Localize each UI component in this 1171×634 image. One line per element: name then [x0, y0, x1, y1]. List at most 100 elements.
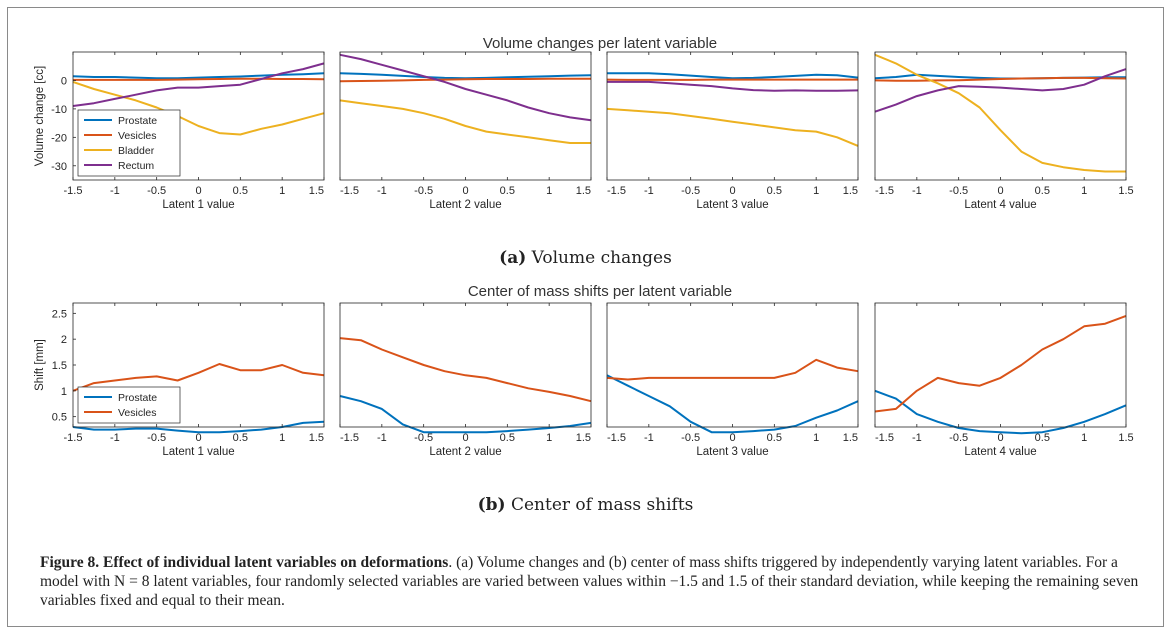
- legend-label-prostate: Prostate: [118, 392, 157, 404]
- shift-panel-3: -1.5 -1 -0.5 0 0.5 1 1.5 Latent 3 value: [606, 302, 859, 458]
- x-tick-label: -1: [110, 185, 120, 197]
- x-tick-label: -1: [644, 432, 654, 444]
- x-tick-label: -1: [912, 432, 922, 444]
- x-axis-label: Latent 2 value: [429, 199, 501, 211]
- x-tick-label: -0.5: [414, 185, 433, 197]
- y-tick-label: -30: [51, 161, 67, 173]
- y-tick-label: 2: [61, 334, 67, 346]
- shift-series-line-vesicles: [72, 363, 325, 392]
- x-tick-label: 0.5: [233, 432, 248, 444]
- x-tick-label: 1.5: [576, 432, 591, 444]
- volume-series-line-bladder: [874, 53, 1126, 173]
- x-tick-label: 1: [813, 185, 819, 197]
- x-tick-label: 0: [997, 185, 1003, 197]
- x-tick-label: -1: [912, 185, 922, 197]
- x-tick-label: 1.5: [309, 185, 324, 197]
- x-tick-label: 1.5: [843, 432, 858, 444]
- volume-panel-bg: [607, 52, 858, 180]
- x-tick-label: -1: [644, 185, 654, 197]
- x-axis-label: Latent 2 value: [429, 446, 501, 458]
- x-axis-label: Latent 4 value: [964, 199, 1036, 211]
- volume-panel-4: -1.5 -1 -0.5 0 0.5 1 1.5 Latent 4 value: [874, 51, 1134, 211]
- volume-panel-bg: [340, 52, 591, 180]
- shift-series-line-prostate: [606, 374, 859, 434]
- figure-caption: Figure 8. Effect of individual latent va…: [40, 553, 1140, 610]
- x-tick-label: -0.5: [681, 432, 700, 444]
- volume-panel-2: -1.5 -1 -0.5 0 0.5 1 1.5 Latent 2 value: [339, 51, 592, 211]
- volume-legend: Prostate Vesicles Bladder Rectum: [77, 109, 181, 177]
- x-tick-label: 1: [1081, 432, 1087, 444]
- legend-box: [77, 386, 181, 424]
- volume-series-line-vesicles: [73, 77, 325, 81]
- shift-chart-title: Center of mass shifts per latent variabl…: [468, 283, 732, 300]
- volume-series-line-bladder: [72, 80, 325, 136]
- x-axis-label: Latent 4 value: [964, 446, 1036, 458]
- caption-body: . (a) Volume changes and (b) center of m…: [40, 554, 1139, 609]
- x-tick-label: 1: [279, 432, 285, 444]
- shift-panel-1: -1.5 -1 -0.5 0 0.5 1 1.5 Latent 1 value 0.5 1 1.5 2…: [34, 302, 325, 458]
- x-tick-label: -0.5: [147, 185, 166, 197]
- x-tick-label: 0: [729, 432, 735, 444]
- y-tick-label: 0.5: [52, 412, 67, 424]
- x-tick-label: -1.5: [340, 432, 359, 444]
- x-tick-label: 1: [546, 185, 552, 197]
- legend-label-rectum: Rectum: [118, 160, 154, 172]
- volume-series-line-vesicles: [874, 76, 1127, 82]
- legend-label-prostate: Prostate: [118, 115, 157, 127]
- volume-series-line-prostate: [339, 72, 592, 80]
- x-tick-label: 1: [1081, 185, 1087, 197]
- x-tick-label: 0.5: [767, 185, 782, 197]
- x-tick-label: -1.5: [64, 185, 83, 197]
- y-tick-label: 0: [61, 75, 67, 87]
- shift-panel-2: -1.5 -1 -0.5 0 0.5 1 1.5 Latent 2 value: [339, 302, 592, 458]
- volume-series-line-rectum: [607, 80, 859, 92]
- x-tick-label: 0: [195, 185, 201, 197]
- legend-label-bladder: Bladder: [118, 145, 155, 157]
- x-tick-label: -1.5: [340, 185, 359, 197]
- x-tick-label: -1.5: [875, 185, 894, 197]
- y-tick-label: 1: [61, 386, 67, 398]
- y-tick-label: -10: [51, 104, 67, 116]
- x-tick-label: -1.5: [64, 432, 83, 444]
- shift-panel-bg: [340, 303, 591, 427]
- y-tick-label: 1.5: [52, 360, 67, 372]
- volume-series-line-bladder: [606, 107, 859, 147]
- y-axis-label: Volume change [cc]: [34, 66, 46, 166]
- x-tick-label: 1.5: [1118, 185, 1133, 197]
- subcaption-a-label: (a): [499, 248, 527, 268]
- x-tick-label: 0.5: [1035, 185, 1050, 197]
- x-tick-label: 1.5: [1118, 432, 1133, 444]
- volume-series-line-bladder: [339, 99, 591, 144]
- legend-label-vesicles: Vesicles: [118, 407, 157, 419]
- legend-label-vesicles: Vesicles: [118, 130, 157, 142]
- x-tick-label: 1: [546, 432, 552, 444]
- x-tick-label: 0: [195, 432, 201, 444]
- shift-series-line-prostate: [874, 389, 1127, 435]
- shift-panel-4: -1.5 -1 -0.5 0 0.5 1 1.5 Latent 4 value: [874, 302, 1134, 458]
- x-tick-label: -1: [377, 432, 387, 444]
- volume-series-line-prostate: [72, 72, 325, 80]
- x-tick-label: -1.5: [607, 185, 626, 197]
- x-tick-label: 0: [729, 185, 735, 197]
- x-axis-label: Latent 1 value: [162, 446, 234, 458]
- x-tick-label: 1.5: [843, 185, 858, 197]
- volume-series-line-rectum: [874, 68, 1127, 113]
- x-axis-label: Latent 3 value: [696, 199, 768, 211]
- subcaption-b: (b) Center of mass shifts: [0, 495, 1171, 515]
- volume-series-line-vesicles: [339, 77, 591, 83]
- volume-series-line-rectum: [72, 62, 325, 107]
- x-tick-label: 1.5: [576, 185, 591, 197]
- y-tick-label: 2.5: [52, 308, 67, 320]
- x-tick-label: 0.5: [233, 185, 248, 197]
- volume-chart-title: Volume changes per latent variable: [483, 35, 717, 52]
- subcaption-b-text: Center of mass shifts: [510, 495, 694, 515]
- shift-legend: Prostate Vesicles: [77, 386, 181, 424]
- x-tick-label: 0: [462, 432, 468, 444]
- y-axis-label: Shift [mm]: [34, 339, 46, 391]
- x-tick-label: -1.5: [875, 432, 894, 444]
- x-tick-label: -0.5: [949, 185, 968, 197]
- shift-panel-bg: [607, 303, 858, 427]
- x-tick-label: -0.5: [681, 185, 700, 197]
- volume-panel-1: -1.5 -1 -0.5 0 0.5 1 1.5 Latent 1 value 0 -10 -20 -…: [34, 51, 325, 211]
- volume-series-line-prostate: [607, 72, 859, 80]
